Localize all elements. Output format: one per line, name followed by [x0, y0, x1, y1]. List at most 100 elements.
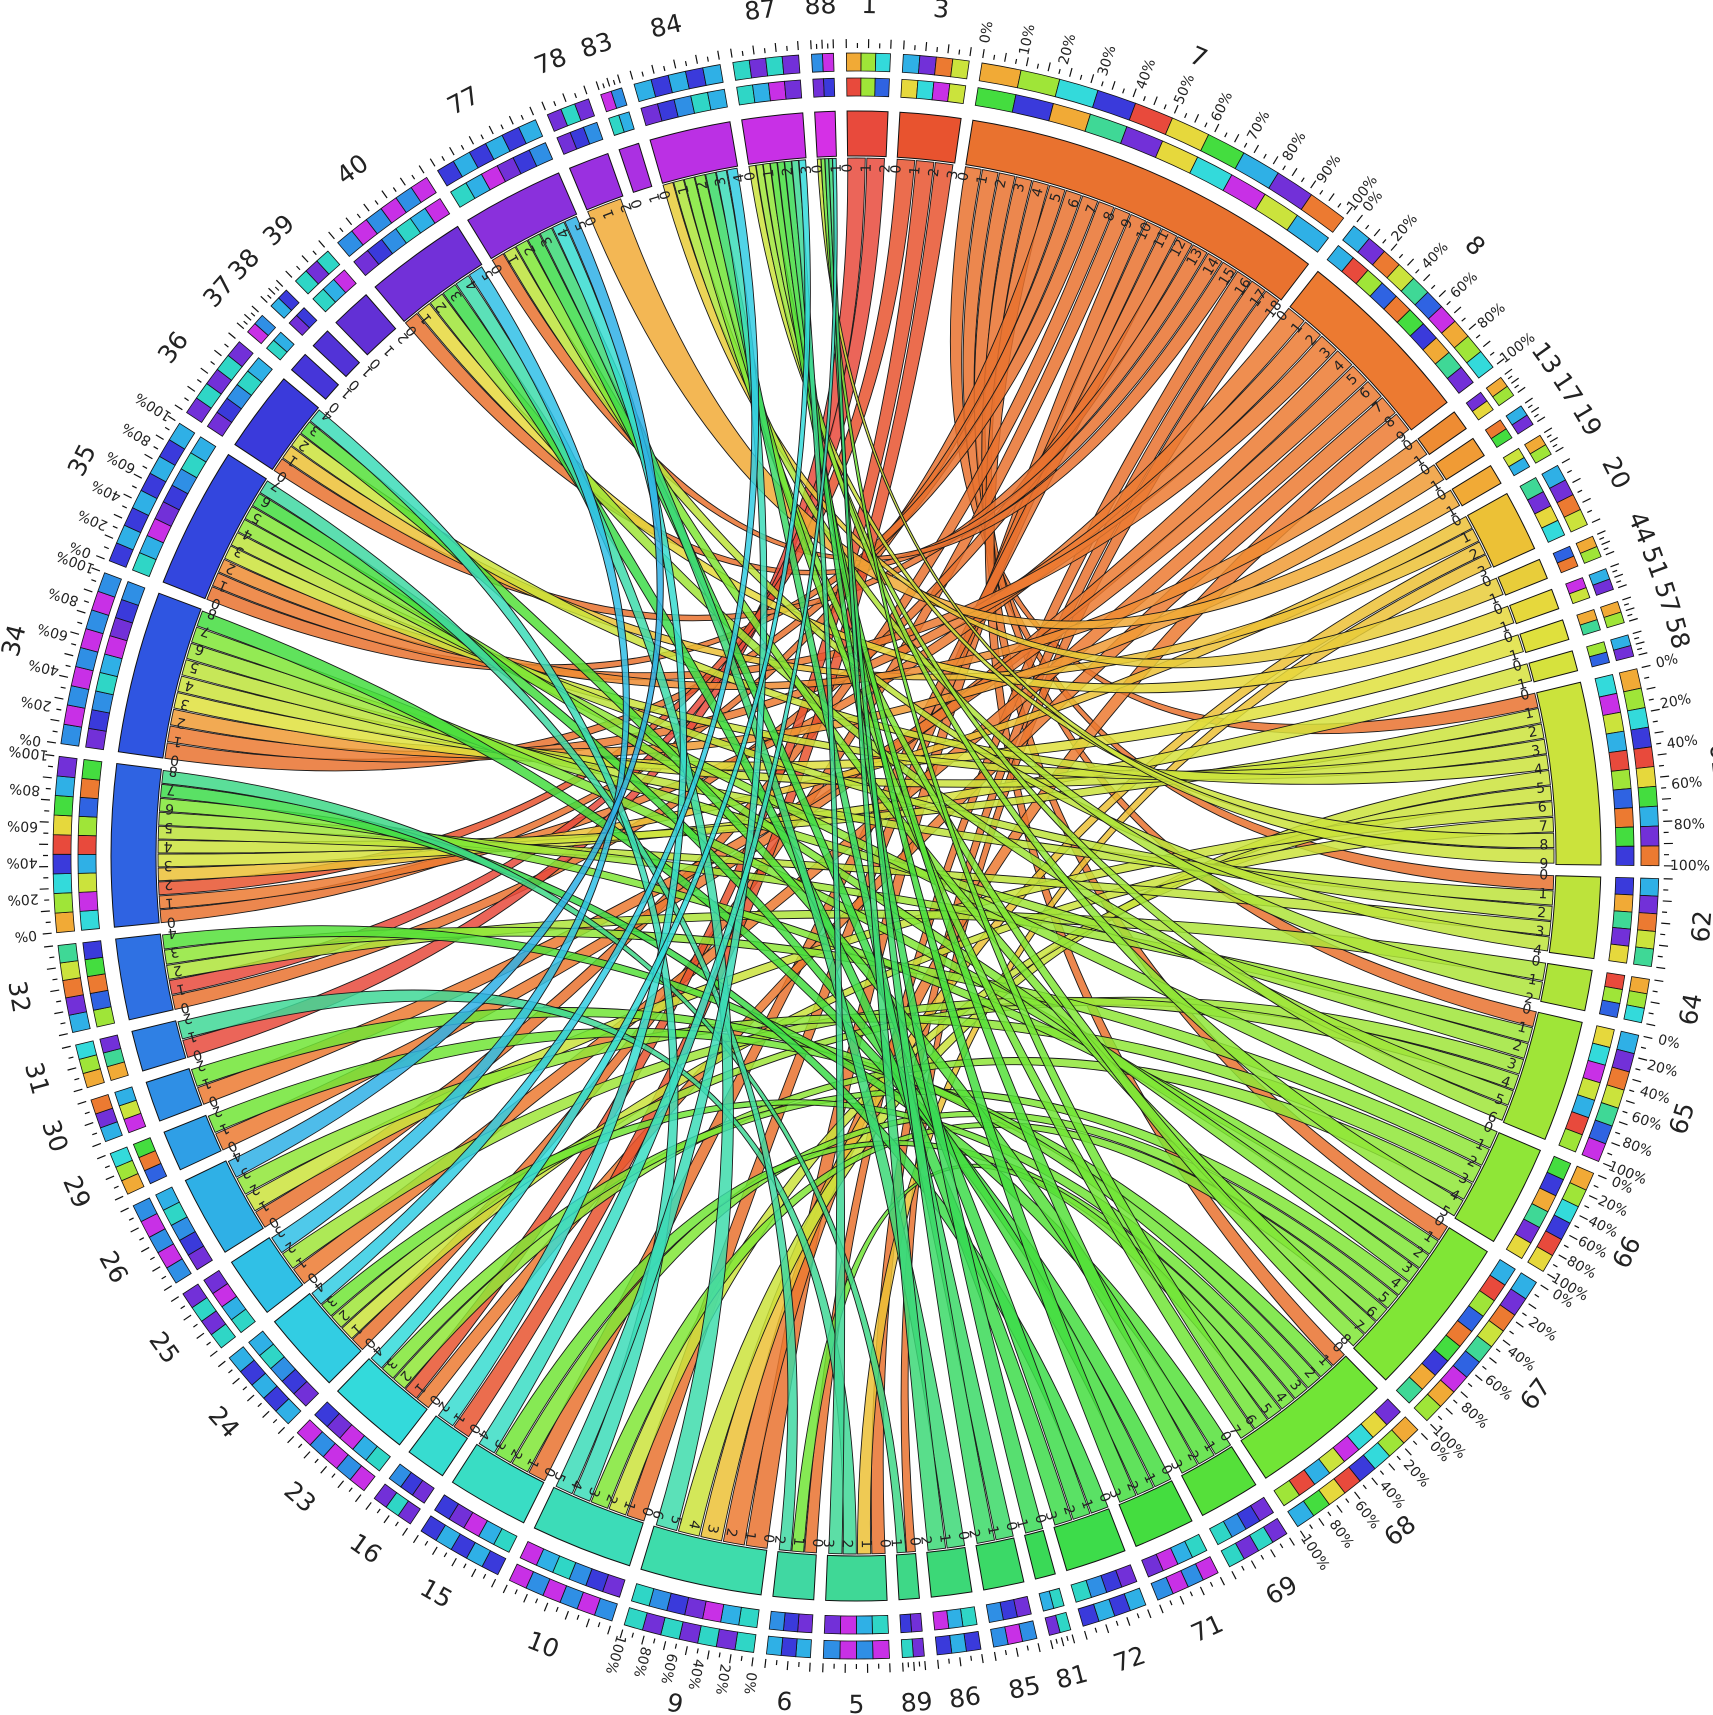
seg-30-scale-tick-0 — [92, 1142, 102, 1148]
seg-33-scale-tick-14 — [42, 776, 52, 779]
seg-68-scale-tick-11 — [1327, 1511, 1332, 1517]
seg-26-scale-tick-7 — [128, 1217, 134, 1221]
segment-block-30 — [145, 1068, 203, 1122]
seg-72-label: 72 — [1110, 1640, 1149, 1678]
seg-61-scale-tick-4 — [1650, 708, 1660, 712]
seg-57-scale-tick-1 — [1623, 603, 1630, 606]
seg-62-track2-cell-3 — [1635, 929, 1656, 950]
seg-25-track1-cell-3 — [203, 1269, 229, 1295]
seg-71-scale-tick-4 — [1179, 1595, 1185, 1605]
seg-68-scale-tick-9 — [1345, 1498, 1350, 1504]
seg-32-track2-cell-4 — [57, 943, 79, 964]
seg-24-track1-cell-4 — [248, 1330, 274, 1357]
seg-7-tick-0: 0 — [955, 171, 972, 182]
seg-34-scale-tick-10 — [70, 631, 80, 635]
seg-61-pct-1: 20% — [1659, 691, 1693, 712]
seg-8-scale-tick-11 — [1446, 300, 1451, 306]
seg-31-scale-tick-2 — [67, 1067, 77, 1071]
seg-34-scale-tick-8 — [64, 652, 74, 657]
seg-9-scale-tick-0 — [751, 1657, 754, 1667]
seg-7-scale-tick-16 — [1153, 96, 1158, 106]
seg-78-scale-tick-0 — [541, 101, 546, 111]
seg-84-scale-tick-6 — [695, 54, 699, 64]
seg-89-scale-tick-2 — [913, 1661, 915, 1671]
seg-61-track2-cell-4 — [1633, 746, 1655, 769]
seg-10-track2-cell-5 — [508, 1563, 534, 1589]
seg-9-scale-tick-5 — [696, 1648, 699, 1654]
seg-33-tick-3: 3 — [163, 857, 172, 873]
seg-67-scale-tick-9 — [1482, 1365, 1487, 1370]
seg-31-tick-0: 0 — [191, 1046, 204, 1064]
seg-61-track2-cell-6 — [1637, 785, 1658, 808]
seg-66-scale-tick-10 — [1547, 1273, 1556, 1280]
seg-3-scale-tick-5 — [958, 49, 961, 55]
segment-block-26 — [184, 1160, 264, 1253]
seg-86-track1-cell-1 — [946, 1608, 964, 1629]
seg-81-label: 81 — [1053, 1659, 1091, 1695]
segment-block-7 — [965, 119, 1310, 301]
seg-85-tick-2: 2 — [965, 1528, 982, 1540]
segment-block-3 — [896, 111, 962, 164]
seg-85-track2-cell-2 — [990, 1626, 1009, 1648]
seg-8-scale-tick-18 — [1496, 358, 1505, 365]
seg-40-scale-tick-0 — [328, 231, 335, 240]
seg-34-scale-tick-3 — [56, 708, 62, 711]
seg-68-scale-tick-14 — [1299, 1530, 1306, 1539]
segment-block-68 — [1240, 1355, 1378, 1479]
seg-19-track1-cell-1 — [1508, 456, 1531, 477]
seg-87-scale-tick-6 — [797, 41, 799, 51]
seg-66-scale-tick-3 — [1584, 1205, 1590, 1209]
seg-67-track2-cell-8 — [1413, 1393, 1442, 1422]
seg-64-track2-cell-2 — [1623, 1004, 1645, 1024]
seg-68-label: 68 — [1378, 1509, 1421, 1552]
seg-15-scale-tick-4 — [451, 1557, 457, 1567]
seg-51-scale-tick-0 — [1610, 563, 1620, 568]
seg-35-scale-tick-4 — [113, 513, 123, 519]
seg-84-label: 84 — [647, 8, 684, 43]
seg-23-scale-tick-6 — [303, 1451, 311, 1459]
segment-block-16 — [408, 1415, 469, 1477]
seg-51-track1-cell-1 — [1568, 587, 1591, 605]
seg-61-track1-cell-7 — [1614, 807, 1634, 829]
seg-61-tick-3: 3 — [1530, 743, 1541, 760]
seg-15-scale-tick-6 — [432, 1546, 438, 1555]
ribbon-65-87-65 — [755, 163, 1509, 1121]
seg-61-track2-cell-7 — [1639, 805, 1659, 828]
seg-35-scale-tick-11 — [153, 446, 159, 450]
seg-38-scale-tick-1 — [267, 294, 272, 299]
seg-6-track2-cell-2 — [765, 1635, 784, 1656]
seg-9-tick-5: 5 — [667, 1514, 685, 1527]
seg-29-track1-cell-2 — [132, 1137, 156, 1159]
seg-34-scale-tick-1 — [52, 730, 58, 733]
seg-62-track1-cell-0 — [1614, 876, 1635, 896]
seg-78-label: 78 — [530, 42, 570, 80]
seg-1-track1-cell-0 — [846, 77, 862, 97]
seg-1-label: 1 — [861, 0, 877, 19]
seg-7-scale-tick-15 — [1142, 96, 1146, 102]
seg-61-scale-tick-8 — [1657, 753, 1667, 756]
ribbon-7-77-16 — [491, 253, 1238, 562]
seg-58-scale-tick-1 — [1634, 636, 1640, 640]
seg-71-track2-cell-3 — [1150, 1576, 1174, 1601]
seg-38-scale-tick-0 — [260, 295, 268, 303]
seg-58-scale-tick-2 — [1635, 641, 1645, 645]
seg-34-scale-tick-5 — [60, 686, 66, 689]
seg-8-scale-tick-8 — [1423, 274, 1431, 282]
seg-34-scale-tick-9 — [71, 643, 77, 646]
seg-84-scale-tick-2 — [651, 64, 655, 74]
seg-29-track2-cell-2 — [109, 1146, 133, 1168]
ribbon-71-87-91 — [776, 161, 1137, 1503]
seg-57-track1-cell-1 — [1579, 619, 1601, 636]
seg-7-scale-tick-4 — [1025, 57, 1029, 67]
seg-88-tick-0: 0 — [810, 164, 826, 174]
seg-32-scale-tick-1 — [60, 1022, 66, 1025]
seg-51-scale-tick-2 — [1614, 573, 1624, 578]
seg-15-track2-cell-4 — [420, 1515, 446, 1541]
segment-block-32 — [115, 933, 174, 1021]
seg-35-pct-3: 60% — [103, 448, 138, 477]
seg-86-tick-0: 0 — [954, 1530, 971, 1541]
seg-7-tick-1: 1 — [974, 174, 991, 186]
seg-40-scale-tick-5 — [374, 200, 379, 205]
seg-33-track2-cell-8 — [56, 755, 78, 779]
seg-89-track2-cell-1 — [900, 1638, 914, 1659]
